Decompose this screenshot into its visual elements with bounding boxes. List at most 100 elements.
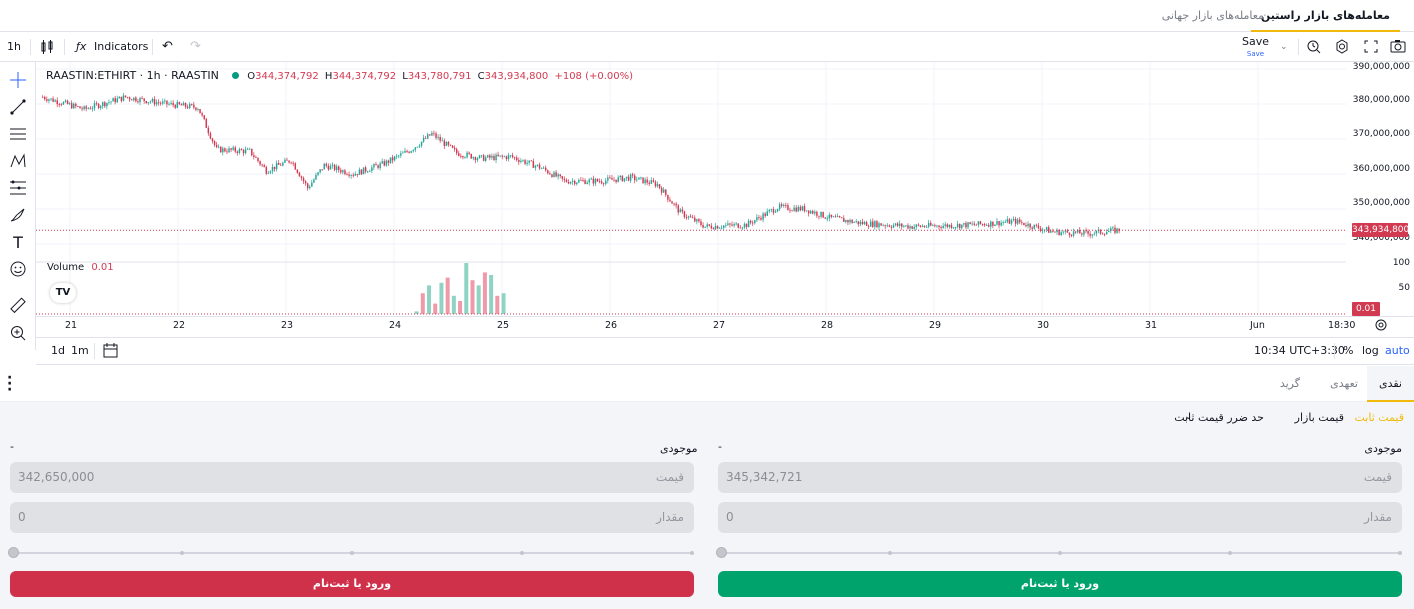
interval-button[interactable]: 1h xyxy=(7,40,21,53)
tab-futures[interactable]: تعهدی xyxy=(1330,377,1358,390)
fullscreen-icon[interactable] xyxy=(1363,32,1379,62)
candle-body xyxy=(789,209,791,211)
candle-body xyxy=(118,96,121,99)
tab-raastin-market[interactable]: معامله‌های بازار راستین xyxy=(1250,0,1400,32)
settings-icon[interactable] xyxy=(1374,318,1388,335)
buy-price-value: 345,342,721 xyxy=(726,470,803,484)
volume-bar xyxy=(439,282,444,314)
volume-bar xyxy=(414,311,419,314)
candle-body xyxy=(774,211,777,213)
brush-icon[interactable] xyxy=(8,205,28,225)
candle-body xyxy=(298,172,301,177)
candle-body xyxy=(240,149,243,151)
trend-line-icon[interactable] xyxy=(8,97,28,117)
order-type-limit[interactable]: قیمت ثابت xyxy=(1354,411,1404,424)
candle-body xyxy=(768,210,771,212)
candle-body xyxy=(969,222,971,224)
candle-body xyxy=(1029,223,1031,228)
order-type-market[interactable]: قیمت بازار xyxy=(1294,411,1344,424)
text-tool-icon[interactable]: T xyxy=(13,232,23,252)
buy-price-input[interactable]: 345,342,721 قیمت xyxy=(718,462,1402,493)
tab-grid[interactable]: گرید xyxy=(1279,377,1300,390)
volume-bar xyxy=(489,275,494,314)
candle-body xyxy=(1081,233,1083,235)
camera-icon[interactable] xyxy=(1390,32,1406,62)
undo-icon[interactable]: ↶ xyxy=(162,39,173,54)
volume-label: Volume xyxy=(47,262,85,273)
change-value: +108 (+0.00%) xyxy=(554,71,634,82)
save-button[interactable]: Save Save xyxy=(1242,36,1269,66)
range-1d-button[interactable]: 1d xyxy=(51,344,65,357)
candle-body xyxy=(915,224,918,227)
slider-knob[interactable] xyxy=(716,547,727,558)
chevron-down-icon[interactable]: ⌄ xyxy=(1184,411,1193,422)
tab-spot[interactable]: نقدی xyxy=(1366,366,1414,402)
fib-lines-icon[interactable] xyxy=(8,124,28,144)
candle-body xyxy=(371,167,373,171)
candle-body xyxy=(284,159,286,163)
candle-body xyxy=(466,152,468,158)
sell-amount-slider[interactable] xyxy=(8,546,694,560)
candle-body xyxy=(64,100,67,103)
candle-body xyxy=(542,167,545,169)
candle-body xyxy=(932,225,934,227)
emoji-icon[interactable] xyxy=(8,259,28,279)
candle-body xyxy=(956,223,959,227)
candles-icon[interactable] xyxy=(40,32,54,62)
log-toggle[interactable]: log xyxy=(1362,344,1379,357)
candle-body xyxy=(841,217,843,219)
price-chart[interactable] xyxy=(36,62,1346,316)
projection-icon[interactable] xyxy=(8,178,28,198)
ruler-icon[interactable] xyxy=(8,296,28,316)
candle-body xyxy=(880,223,882,226)
candle-body xyxy=(901,223,903,227)
range-1m-button[interactable]: 1m xyxy=(71,344,89,357)
zoom-in-icon[interactable] xyxy=(8,323,28,343)
auto-toggle[interactable]: auto xyxy=(1385,344,1410,357)
fx-icon[interactable]: ƒx xyxy=(76,40,87,53)
candle-body xyxy=(311,182,313,187)
slider-knob[interactable] xyxy=(8,547,19,558)
candle-body xyxy=(1093,233,1096,235)
indicators-button[interactable]: Indicators xyxy=(94,40,149,53)
more-vert-icon[interactable]: · · · xyxy=(7,370,13,398)
clock-timezone[interactable]: 10:34 UTC+3:30 xyxy=(1254,344,1345,357)
slider-tick xyxy=(1398,551,1402,555)
candle-body xyxy=(884,225,886,227)
buy-login-button[interactable]: ورود یا ثبت‌نام xyxy=(718,571,1402,597)
buy-amount-input[interactable]: 0 مقدار xyxy=(718,502,1402,533)
buy-amount-slider[interactable] xyxy=(716,546,1402,560)
crosshair-icon[interactable] xyxy=(8,70,28,90)
price-scale[interactable]: 390,000,000 380,000,000 370,000,000 360,… xyxy=(1346,62,1414,316)
time-axis[interactable]: 21 22 23 24 25 26 27 28 29 30 31 Jun 18:… xyxy=(36,316,1414,336)
candle-body xyxy=(1066,230,1069,233)
candle-body xyxy=(1056,229,1058,233)
sell-price-input[interactable]: 342,650,000 قیمت xyxy=(10,462,694,493)
pattern-icon[interactable] xyxy=(8,151,28,171)
candle-body xyxy=(505,156,508,160)
candle-body xyxy=(890,226,893,228)
candle-body xyxy=(687,216,690,218)
gear-icon[interactable] xyxy=(1334,32,1350,62)
candle-body xyxy=(261,164,263,166)
redo-icon[interactable]: ↷ xyxy=(190,39,201,54)
order-type-stop[interactable]: حد ضرر قیمت ثابت xyxy=(1174,411,1264,424)
candle-body xyxy=(460,155,462,157)
candle-body xyxy=(1079,229,1081,234)
price-label: 360,000,000 xyxy=(1352,164,1410,174)
candle-body xyxy=(787,205,789,210)
candle-body xyxy=(424,137,427,139)
candle-body xyxy=(689,216,692,218)
candle-body xyxy=(46,99,48,101)
alert-clock-icon[interactable] xyxy=(1306,32,1322,62)
candle-body xyxy=(830,214,833,217)
candle-body xyxy=(588,179,590,183)
sell-amount-input[interactable]: 0 مقدار xyxy=(10,502,694,533)
tab-global-market[interactable]: معامله‌های بازار جهانی xyxy=(1161,9,1264,22)
percent-toggle[interactable]: % xyxy=(1343,344,1354,357)
sell-login-button[interactable]: ورود یا ثبت‌نام xyxy=(10,571,694,597)
candle-body xyxy=(729,223,731,225)
chevron-down-icon[interactable]: ⌄ xyxy=(1280,42,1288,52)
tradingview-logo[interactable]: TV xyxy=(50,283,76,303)
calendar-icon[interactable] xyxy=(103,338,119,364)
